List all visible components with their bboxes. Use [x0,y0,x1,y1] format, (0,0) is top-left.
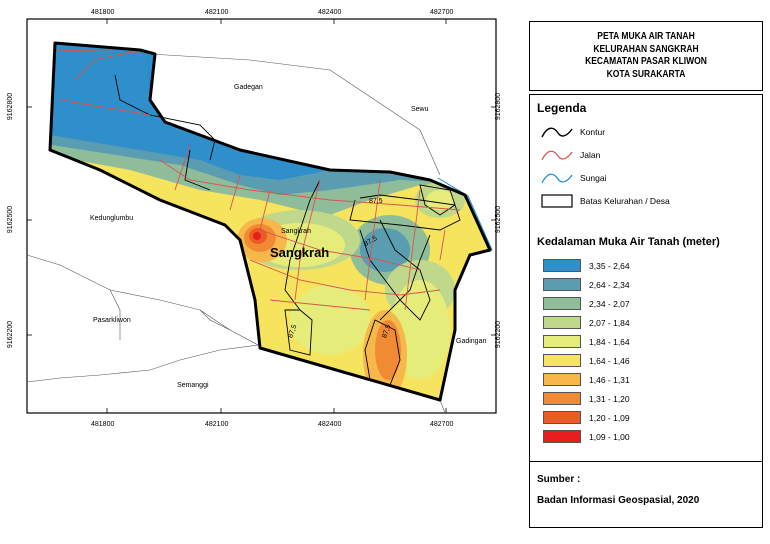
source-box: Sumber : Badan Informasi Geospasial, 202… [529,461,763,528]
title-line-1: PETA MUKA AIR TANAH [597,31,695,42]
depth-class-label: 2,64 - 2,34 [589,279,630,290]
y-tick-left-3: 9162200 [7,320,15,349]
legend-label-boundary: Batas Kelurahan / Desa [580,196,670,206]
river-line-icon [540,169,574,187]
legend-label-contour: Kontur [580,127,606,137]
x-tick-top-3: 482400 [318,9,342,16]
depth-class-3: 2,34 - 2,07 [543,296,630,311]
depth-class-2: 2,64 - 2,34 [543,277,630,292]
depth-class-9: 1,20 - 1,09 [543,410,630,425]
depth-legend-heading: Kedalaman Muka Air Tanah (meter) [537,236,720,248]
y-tick-right-3: 9162200 [495,320,503,349]
depth-class-5: 1,84 - 1,64 [543,334,630,349]
boundary-box-icon [540,192,574,210]
graticule-ticks [27,19,496,413]
title-line-2: KELURAHAN SANGKRAH [593,43,699,55]
depth-class-swatch [543,430,581,443]
title-box: PETA MUKA AIR TANAH KELURAHAN SANGKRAH K… [529,21,763,91]
source-text: Badan Informasi Geospasial, 2020 [537,495,700,506]
place-kedunglumbu: Kedunglumbu [90,215,134,222]
y-tick-left-1: 9162800 [7,92,15,121]
depth-class-7: 1,46 - 1,31 [543,372,630,387]
y-tick-left-2: 9162500 [7,205,15,234]
depth-class-1: 3,35 - 2,64 [543,258,630,273]
contour-line-icon [540,123,574,141]
legend-heading: Legenda [537,101,587,115]
y-tick-right-1: 9162800 [495,92,503,121]
legend-item-river: Sungai [540,169,606,187]
place-sangkrah-main: Sangkrah [270,245,330,260]
depth-class-swatch [543,411,581,424]
place-sangkrah-small: Sangkrah [281,228,311,235]
depth-class-swatch [543,373,581,386]
contour-label-1: 87,5 [369,198,383,205]
place-gadegan: Gadegan [234,84,263,91]
legend-item-road: Jalan [540,146,600,164]
x-tick-bottom-3: 482400 [318,421,342,428]
x-tick-top-1: 481800 [91,9,115,16]
place-gadingan: Gadingan [456,338,487,345]
depth-class-label: 2,34 - 2,07 [589,298,630,309]
depth-class-label: 2,07 - 1,84 [589,317,630,328]
neighbor-boundaries [26,53,446,414]
legend-box: Legenda Kontur Jalan Sungai Batas Kelura… [529,94,763,468]
depth-class-label: 1,64 - 1,46 [589,355,630,366]
title-line-3: KECAMATAN PASAR KLIWON [585,56,707,67]
depth-class-swatch [543,354,581,367]
legend-label-road: Jalan [580,150,601,160]
legend-label-river: Sungai [580,173,607,183]
x-tick-bottom-4: 482700 [430,421,454,428]
depth-class-label: 1,09 - 1,00 [589,431,630,442]
depth-class-swatch [543,392,581,405]
y-tick-right-2: 9162500 [495,205,503,234]
map-sidebar: PETA MUKA AIR TANAH KELURAHAN SANGKRAH K… [529,21,763,528]
depth-class-label: 1,20 - 1,09 [589,412,630,423]
legend-item-boundary: Batas Kelurahan / Desa [540,192,670,210]
x-tick-bottom-2: 482100 [205,421,229,428]
road-lines [54,49,461,311]
x-tick-bottom-1: 481800 [91,421,115,428]
road-line-icon [540,146,574,164]
place-semanggi: Semanggi [177,382,209,389]
depth-class-swatch [543,259,581,272]
source-heading: Sumber : [537,474,581,485]
depth-class-label: 1,31 - 1,20 [589,393,630,404]
place-sewu: Sewu [411,106,429,113]
depth-class-swatch [543,316,581,329]
depth-class-4: 2,07 - 1,84 [543,315,630,330]
map-panel: 481800 482100 482400 482700 481800 48210… [7,9,503,428]
depth-class-swatch [543,297,581,310]
depth-class-6: 1,64 - 1,46 [543,353,630,368]
depth-class-label: 1,84 - 1,64 [589,336,630,347]
depth-class-8: 1,31 - 1,20 [543,391,630,406]
contour-lines [114,74,461,386]
depth-class-label: 1,46 - 1,31 [589,374,630,385]
x-tick-top-4: 482700 [430,9,454,16]
legend-item-contour: Kontur [540,123,605,141]
title-line-4: KOTA SURAKARTA [606,68,686,80]
map-canvas [26,18,497,414]
kelurahan-boundary [48,41,492,402]
depth-class-10: 1,09 - 1,00 [543,429,630,444]
depth-class-swatch [543,278,581,291]
x-tick-top-2: 482100 [205,9,229,16]
place-pasarkliwon: Pasarkliwon [93,317,131,324]
depth-class-label: 3,35 - 2,64 [589,260,630,271]
depth-class-swatch [543,335,581,348]
